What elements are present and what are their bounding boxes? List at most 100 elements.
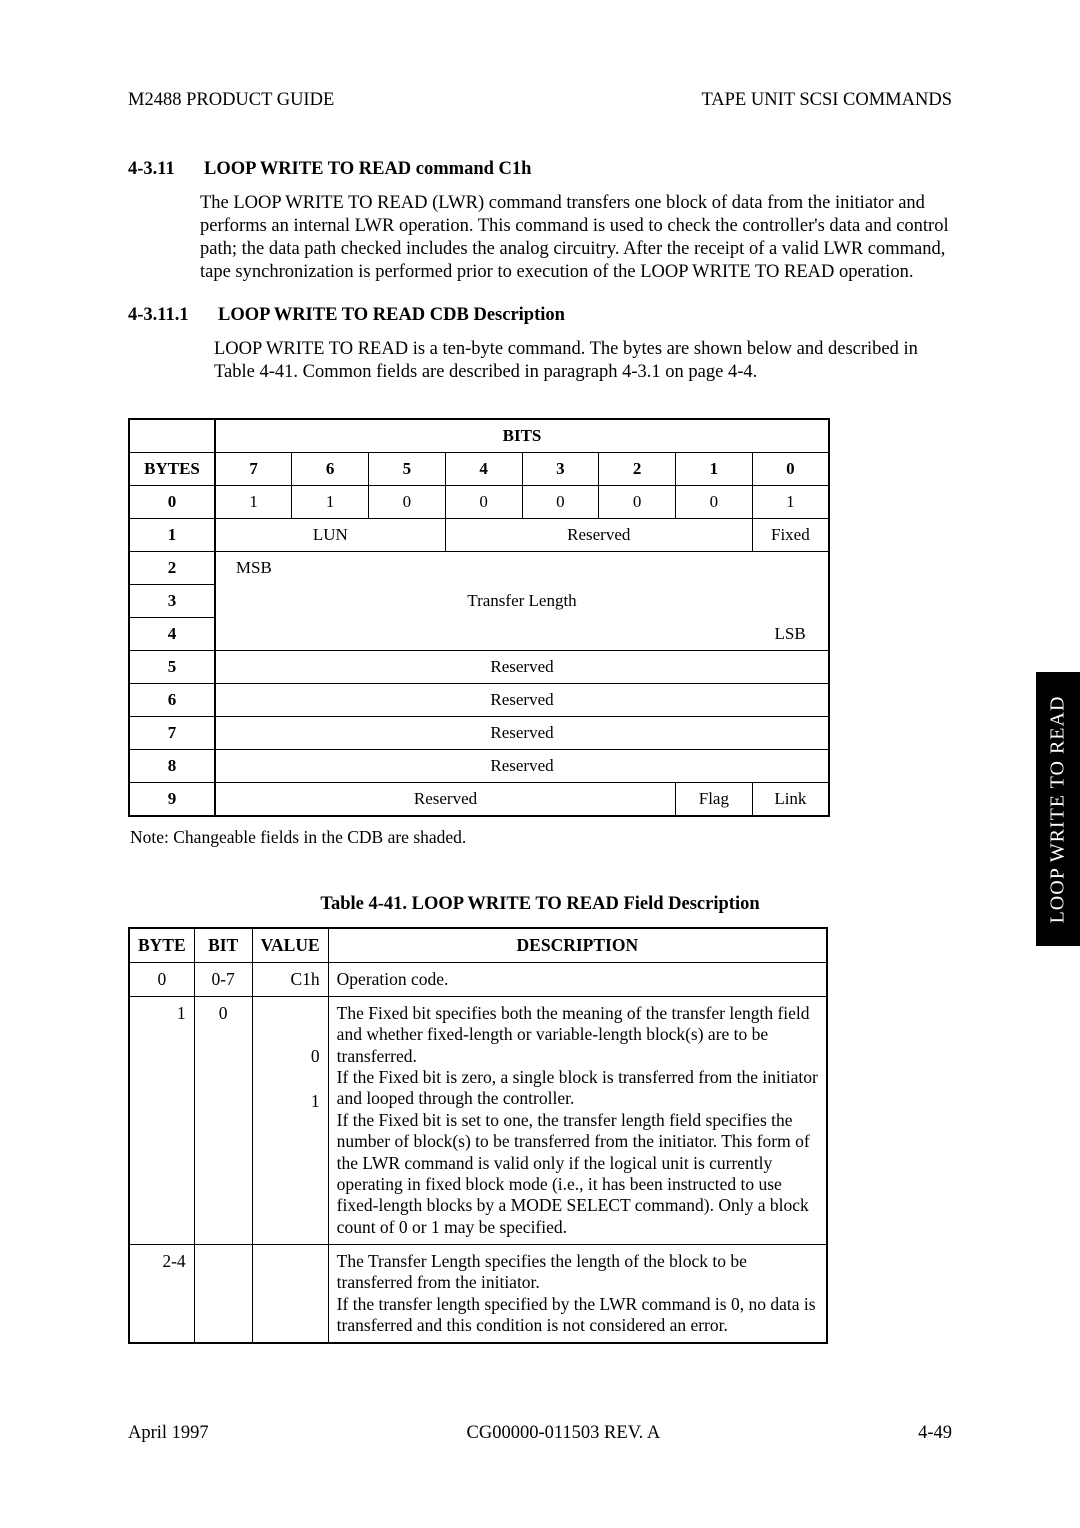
cdb-row-0-b1: 0: [676, 485, 753, 518]
desc-r3-bit: [194, 1244, 252, 1343]
desc-hdr-bit: BIT: [194, 928, 252, 963]
cdb-row-3-label: Transfer Length: [215, 584, 829, 617]
cdb-bit-3: 3: [522, 452, 599, 485]
cdb-row-6-byte: 6: [129, 683, 215, 716]
desc-r2-intro: The Fixed bit specifies both the meaning…: [337, 1003, 810, 1066]
desc-row-1: 0 0-7 C1h Operation code.: [129, 962, 827, 996]
cdb-empty-corner: [129, 419, 215, 453]
cdb-row-8: 8 Reserved: [129, 749, 829, 782]
footer-right: 4-49: [918, 1423, 952, 1444]
section-2-number: 4-3.11.1: [128, 305, 214, 326]
page-body: M2488 PRODUCT GUIDE TAPE UNIT SCSI COMMA…: [128, 90, 952, 1344]
cdb-table-wrap: BITS BYTES 7 6 5 4 3 2 1 0 0 1 1 0 0 0 0: [128, 418, 952, 817]
cdb-bits-header-row: BITS: [129, 419, 829, 453]
section-1-title: LOOP WRITE TO READ command C1h: [204, 159, 531, 180]
cdb-row-9-flag: Flag: [676, 782, 753, 816]
desc-r1-desc: Operation code.: [328, 962, 827, 996]
desc-hdr-description: DESCRIPTION: [328, 928, 827, 963]
desc-r2-d0: If the Fixed bit is zero, a single block…: [337, 1067, 818, 1108]
cdb-bit-2: 2: [599, 452, 676, 485]
cdb-row-6-label: Reserved: [215, 683, 829, 716]
cdb-row-0-b6: 1: [292, 485, 369, 518]
cdb-note: Note: Changeable fields in the CDB are s…: [130, 827, 952, 848]
section-1-number: 4-3.11: [128, 159, 200, 180]
cdb-row-8-byte: 8: [129, 749, 215, 782]
cdb-row-4-lsb: LSB: [752, 617, 829, 650]
footer-left: April 1997: [128, 1423, 209, 1444]
section-2-title: LOOP WRITE TO READ CDB Description: [218, 305, 565, 326]
cdb-row-2: 2 MSB: [129, 551, 829, 584]
desc-r3-da: The Transfer Length specifies the length…: [337, 1251, 747, 1292]
cdb-row-1: 1 LUN Reserved Fixed: [129, 518, 829, 551]
cdb-row-4-byte: 4: [129, 617, 215, 650]
cdb-row-1-fixed: Fixed: [752, 518, 829, 551]
table-4-41-caption: Table 4-41. LOOP WRITE TO READ Field Des…: [128, 894, 952, 915]
cdb-bytes-header: BYTES: [129, 452, 215, 485]
desc-r2-d1: If the Fixed bit is set to one, the tran…: [337, 1110, 810, 1237]
cdb-table: BITS BYTES 7 6 5 4 3 2 1 0 0 1 1 0 0 0 0: [128, 418, 830, 817]
cdb-row-0-byte: 0: [129, 485, 215, 518]
cdb-row-1-byte: 1: [129, 518, 215, 551]
cdb-row-5: 5 Reserved: [129, 650, 829, 683]
cdb-row-2-byte: 2: [129, 551, 215, 584]
cdb-bit-cols-row: BYTES 7 6 5 4 3 2 1 0: [129, 452, 829, 485]
page-header: M2488 PRODUCT GUIDE TAPE UNIT SCSI COMMA…: [128, 90, 952, 111]
cdb-row-4-blank: [215, 617, 752, 650]
desc-r1-bit: 0-7: [194, 962, 252, 996]
cdb-row-5-label: Reserved: [215, 650, 829, 683]
field-description-table: BYTE BIT VALUE DESCRIPTION 0 0-7 C1h Ope…: [128, 927, 828, 1345]
desc-r2-v1: 1: [261, 1090, 320, 1113]
side-tab: LOOP WRITE TO READ: [1036, 672, 1080, 946]
header-right: TAPE UNIT SCSI COMMANDS: [701, 90, 952, 111]
desc-r1-byte: 0: [129, 962, 194, 996]
desc-header-row: BYTE BIT VALUE DESCRIPTION: [129, 928, 827, 963]
desc-r2-bit: 0: [194, 997, 252, 1245]
cdb-row-6: 6 Reserved: [129, 683, 829, 716]
cdb-row-0-b5: 0: [369, 485, 446, 518]
cdb-row-0-b2: 0: [599, 485, 676, 518]
desc-r3-desc: The Transfer Length specifies the length…: [328, 1244, 827, 1343]
desc-r3-byte: 2-4: [129, 1244, 194, 1343]
desc-r3-db: If the transfer length specified by the …: [337, 1294, 816, 1335]
cdb-row-7-byte: 7: [129, 716, 215, 749]
section-2-heading: 4-3.11.1 LOOP WRITE TO READ CDB Descript…: [128, 305, 952, 326]
cdb-bit-4: 4: [445, 452, 522, 485]
cdb-row-9: 9 Reserved Flag Link: [129, 782, 829, 816]
cdb-row-8-label: Reserved: [215, 749, 829, 782]
cdb-row-0: 0 1 1 0 0 0 0 0 1: [129, 485, 829, 518]
desc-r3-value: [252, 1244, 328, 1343]
section-1-paragraph: The LOOP WRITE TO READ (LWR) command tra…: [200, 192, 952, 285]
cdb-row-2-blank: [292, 551, 829, 584]
cdb-bit-5: 5: [369, 452, 446, 485]
desc-row-3: 2-4 The Transfer Length specifies the le…: [129, 1244, 827, 1343]
footer-center: CG00000-011503 REV. A: [467, 1423, 661, 1444]
cdb-row-1-reserved: Reserved: [445, 518, 752, 551]
cdb-row-3-byte: 3: [129, 584, 215, 617]
desc-hdr-value: VALUE: [252, 928, 328, 963]
cdb-bit-7: 7: [215, 452, 292, 485]
cdb-bit-6: 6: [292, 452, 369, 485]
cdb-row-9-link: Link: [752, 782, 829, 816]
desc-r2-byte: 1: [129, 997, 194, 1245]
desc-r2-v0: 0: [261, 1045, 320, 1068]
cdb-row-0-b3: 0: [522, 485, 599, 518]
cdb-row-9-byte: 9: [129, 782, 215, 816]
page-footer: April 1997 CG00000-011503 REV. A 4-49: [128, 1423, 952, 1444]
cdb-row-7: 7 Reserved: [129, 716, 829, 749]
cdb-bit-0: 0: [752, 452, 829, 485]
cdb-row-1-lun: LUN: [215, 518, 445, 551]
cdb-row-9-reserved: Reserved: [215, 782, 676, 816]
cdb-row-2-msb: MSB: [215, 551, 292, 584]
desc-r2-value: 0 1: [252, 997, 328, 1245]
header-left: M2488 PRODUCT GUIDE: [128, 90, 334, 111]
cdb-row-7-label: Reserved: [215, 716, 829, 749]
section-2-paragraph: LOOP WRITE TO READ is a ten-byte command…: [214, 338, 952, 384]
cdb-bits-header: BITS: [215, 419, 829, 453]
cdb-row-0-b0: 1: [752, 485, 829, 518]
cdb-row-4: 4 LSB: [129, 617, 829, 650]
cdb-row-0-b7: 1: [215, 485, 292, 518]
desc-row-2: 1 0 0 1 The Fixed bit specifies both the…: [129, 997, 827, 1245]
section-1-heading: 4-3.11 LOOP WRITE TO READ command C1h: [128, 159, 952, 180]
desc-hdr-byte: BYTE: [129, 928, 194, 963]
desc-r2-desc: The Fixed bit specifies both the meaning…: [328, 997, 827, 1245]
